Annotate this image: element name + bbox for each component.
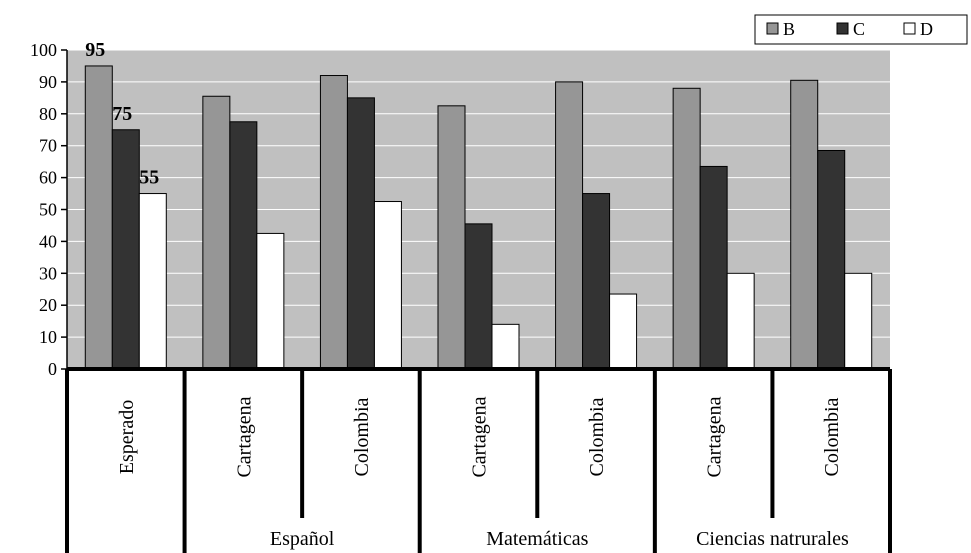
legend-label: C bbox=[853, 19, 865, 39]
legend-swatch bbox=[836, 22, 849, 35]
bar-b bbox=[790, 79, 819, 370]
legend-box bbox=[754, 14, 968, 45]
x-axis: Esperado Cartagena Colombia Cartagena Colomb… bbox=[65, 367, 892, 553]
y-tick-label: 0 bbox=[48, 359, 57, 379]
category-label: Esperado bbox=[116, 400, 138, 474]
data-labels: 95 75 55 bbox=[85, 39, 159, 189]
legend-swatch bbox=[903, 22, 916, 35]
y-tick-label: 40 bbox=[39, 231, 57, 251]
legend-label: D bbox=[920, 19, 933, 39]
legend-swatch bbox=[766, 22, 779, 35]
bar-d bbox=[138, 193, 167, 370]
legend: B C D bbox=[754, 14, 968, 45]
y-tick-label: 90 bbox=[39, 72, 57, 92]
data-label: 75 bbox=[112, 103, 132, 125]
category-label: Colombia bbox=[351, 397, 373, 476]
bar-c bbox=[111, 129, 140, 370]
bar-d bbox=[844, 272, 873, 370]
bar-c bbox=[582, 193, 611, 370]
bar-c bbox=[346, 97, 375, 370]
y-tick-label: 100 bbox=[30, 40, 57, 60]
y-tick-label: 20 bbox=[39, 295, 57, 315]
category-label: Colombia bbox=[821, 397, 843, 476]
y-tick-label: 60 bbox=[39, 168, 57, 188]
bar-d bbox=[726, 272, 755, 370]
y-tick-label: 10 bbox=[39, 327, 57, 347]
bars bbox=[84, 65, 873, 370]
bar-c bbox=[699, 165, 728, 370]
bar-d bbox=[609, 293, 638, 370]
data-label: 55 bbox=[139, 167, 159, 189]
bar-b bbox=[437, 105, 466, 370]
y-tick-label: 80 bbox=[39, 104, 57, 124]
category-label: Colombia bbox=[586, 397, 608, 476]
data-label: 95 bbox=[85, 39, 105, 61]
group-label: Español bbox=[270, 528, 335, 550]
bar-d bbox=[256, 232, 285, 370]
category-label: Cartagena bbox=[469, 396, 491, 477]
y-tick-label: 70 bbox=[39, 136, 57, 156]
bar-d bbox=[373, 201, 402, 370]
y-tick-label: 50 bbox=[39, 200, 57, 220]
bar-b bbox=[672, 87, 701, 370]
bar-b bbox=[319, 75, 348, 370]
bar-d bbox=[491, 323, 520, 370]
category-label: Cartagena bbox=[233, 396, 255, 477]
y-tick-label: 30 bbox=[39, 263, 57, 283]
bar-c bbox=[464, 223, 493, 370]
bar-c bbox=[229, 121, 258, 370]
bar-b bbox=[555, 81, 584, 370]
bar-b bbox=[84, 65, 113, 370]
bar-b bbox=[202, 95, 231, 370]
category-label: Cartagena bbox=[704, 396, 726, 477]
legend-label: B bbox=[783, 19, 795, 39]
y-axis: 0 10 20 30 40 50 60 70 80 90 100 bbox=[30, 40, 68, 379]
group-label: Ciencias natrurales bbox=[696, 528, 849, 550]
group-label: Matemáticas bbox=[486, 528, 588, 550]
bar-c bbox=[817, 149, 846, 370]
